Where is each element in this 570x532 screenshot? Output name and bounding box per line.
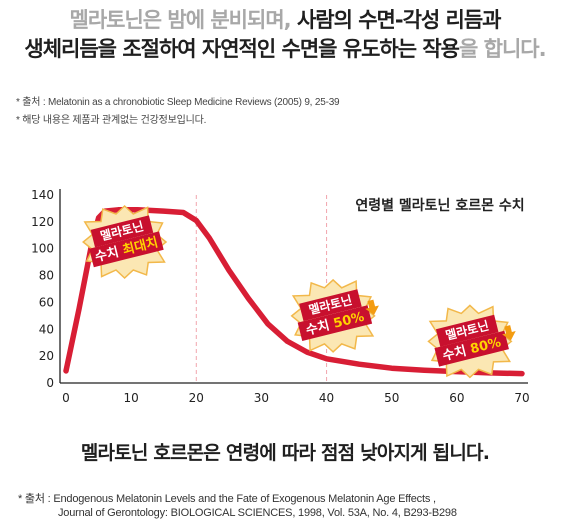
headline-dark-text: 사람의 수면-각성 리듬과 bbox=[296, 8, 502, 32]
source-note: * 출처 : Melatonin as a chronobiotic Sleep… bbox=[16, 97, 340, 108]
headline-gray-text-2: 을 합니다. bbox=[459, 37, 547, 61]
badge-bottom bbox=[89, 231, 164, 268]
chart-title: 연령별 멜라토닌 호르몬 수치 bbox=[355, 197, 524, 214]
badge-bottom bbox=[434, 330, 509, 367]
y-tick-label: 120 bbox=[31, 215, 54, 229]
x-tick-label: 50 bbox=[384, 391, 399, 405]
disclaimer-note: * 해당 내용은 제품과 관계없는 건강정보입니다. bbox=[16, 115, 207, 126]
x-tick-label: 20 bbox=[189, 391, 204, 405]
reference-line-2: Journal of Gerontology: BIOLOGICAL SCIEN… bbox=[58, 507, 457, 519]
down-arrow-icon bbox=[365, 299, 379, 315]
y-tick-label: 0 bbox=[46, 376, 54, 390]
headline-line-1: 멜라토닌은 밤에 분비되며, 사람의 수면-각성 리듬과 bbox=[0, 6, 570, 35]
headline-line-2: 생체리듬을 조절하여 자연적인 수면을 유도하는 작용을 합니다. bbox=[0, 35, 570, 64]
headline: 멜라토닌은 밤에 분비되며, 사람의 수면-각성 리듬과 생체리듬을 조절하여 … bbox=[0, 6, 570, 64]
x-tick-label: 0 bbox=[62, 391, 70, 405]
x-tick-label: 40 bbox=[319, 391, 334, 405]
y-tick-label: 140 bbox=[31, 188, 54, 202]
headline-gray-text: 멜라토닌은 밤에 분비되며, bbox=[69, 8, 297, 32]
x-tick-label: 10 bbox=[124, 391, 139, 405]
badge-top bbox=[299, 289, 362, 322]
reference-line-1: * 출처 : Endogenous Melatonin Levels and t… bbox=[18, 493, 436, 505]
y-tick-label: 60 bbox=[39, 295, 54, 309]
headline-dark-text-2: 생체리듬을 조절하여 자연적인 수면을 유도하는 작용 bbox=[24, 37, 460, 61]
badge-bottom bbox=[297, 305, 373, 342]
badge-top bbox=[435, 314, 499, 347]
x-tick-label: 70 bbox=[514, 391, 529, 405]
y-tick-label: 80 bbox=[39, 269, 54, 283]
reference-source: * 출처 : Endogenous Melatonin Levels and t… bbox=[18, 492, 563, 520]
annotation-value: 수치 50% bbox=[304, 309, 366, 339]
melatonin-chart: 0 10 20 30 40 50 60 70 0 20 40 60 80 100 120 140 연령별 멜라… bbox=[31, 188, 530, 405]
badge-top bbox=[90, 215, 154, 248]
y-tick-label: 40 bbox=[39, 322, 54, 336]
x-tick-label: 30 bbox=[254, 391, 269, 405]
annotation-value: 수치 80% bbox=[441, 334, 503, 364]
down-arrow-icon bbox=[502, 325, 516, 341]
footer-headline: 멜라토닌 호르몬은 연령에 따라 점점 낮아지게 됩니다. bbox=[80, 442, 490, 464]
y-tick-label: 20 bbox=[39, 349, 54, 363]
y-tick-label: 100 bbox=[31, 242, 54, 256]
x-tick-label: 60 bbox=[449, 391, 464, 405]
